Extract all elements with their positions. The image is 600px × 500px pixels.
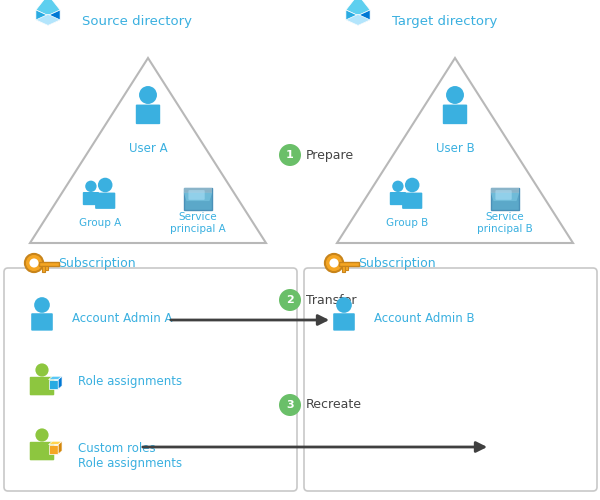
Bar	[49, 444, 58, 454]
Circle shape	[139, 86, 157, 104]
FancyBboxPatch shape	[443, 104, 467, 124]
Bar	[42, 266, 46, 272]
Polygon shape	[36, 10, 48, 26]
Polygon shape	[58, 441, 62, 454]
FancyBboxPatch shape	[4, 268, 297, 491]
Text: Recreate: Recreate	[306, 398, 362, 411]
Circle shape	[279, 144, 301, 166]
Text: Service
principal A: Service principal A	[170, 212, 226, 234]
FancyBboxPatch shape	[390, 192, 406, 205]
Text: Target directory: Target directory	[392, 16, 497, 28]
FancyBboxPatch shape	[30, 377, 54, 396]
Circle shape	[325, 254, 343, 272]
Bar	[40, 262, 59, 266]
FancyBboxPatch shape	[184, 188, 212, 210]
Polygon shape	[346, 14, 370, 26]
Circle shape	[35, 428, 49, 442]
Text: Account Admin A: Account Admin A	[72, 312, 173, 324]
Circle shape	[446, 86, 464, 104]
Polygon shape	[346, 0, 370, 16]
Circle shape	[279, 289, 301, 311]
Circle shape	[29, 258, 38, 268]
Text: User A: User A	[128, 142, 167, 154]
Polygon shape	[49, 376, 62, 380]
Circle shape	[85, 180, 97, 192]
Circle shape	[392, 180, 404, 192]
FancyBboxPatch shape	[95, 192, 115, 209]
Polygon shape	[346, 10, 358, 26]
Bar	[345, 266, 348, 270]
FancyBboxPatch shape	[333, 313, 355, 330]
Circle shape	[279, 394, 301, 416]
Text: Service
principal B: Service principal B	[477, 212, 533, 234]
FancyBboxPatch shape	[188, 190, 205, 200]
Text: Prepare: Prepare	[306, 148, 354, 162]
FancyBboxPatch shape	[496, 190, 512, 200]
FancyBboxPatch shape	[83, 192, 99, 205]
Text: Group A: Group A	[79, 218, 121, 228]
Polygon shape	[48, 10, 60, 26]
Polygon shape	[30, 58, 266, 243]
Circle shape	[336, 297, 352, 313]
FancyBboxPatch shape	[491, 188, 519, 210]
Bar	[340, 262, 359, 266]
Text: Group B: Group B	[386, 218, 428, 228]
Circle shape	[25, 254, 43, 272]
Text: 2: 2	[286, 295, 294, 305]
FancyBboxPatch shape	[31, 313, 53, 330]
Text: Transfer: Transfer	[306, 294, 356, 306]
FancyBboxPatch shape	[304, 268, 597, 491]
Text: Subscription: Subscription	[358, 256, 436, 270]
Bar	[342, 266, 346, 272]
Text: Custom roles
Role assignments: Custom roles Role assignments	[78, 442, 182, 470]
FancyBboxPatch shape	[402, 192, 422, 209]
Bar	[184, 188, 212, 192]
Text: Subscription: Subscription	[58, 256, 136, 270]
Polygon shape	[36, 0, 60, 16]
Text: User B: User B	[436, 142, 475, 154]
FancyBboxPatch shape	[136, 104, 160, 124]
Polygon shape	[358, 10, 370, 26]
Polygon shape	[337, 58, 573, 243]
Text: 1: 1	[286, 150, 294, 160]
Text: Account Admin B: Account Admin B	[374, 312, 475, 324]
Text: Role assignments: Role assignments	[78, 376, 182, 388]
Circle shape	[34, 297, 50, 313]
Bar	[45, 266, 48, 270]
Polygon shape	[184, 192, 212, 201]
Bar	[49, 380, 58, 389]
Circle shape	[329, 258, 338, 268]
Circle shape	[35, 364, 49, 376]
Circle shape	[405, 178, 419, 192]
Polygon shape	[49, 441, 62, 444]
FancyBboxPatch shape	[30, 442, 54, 460]
Bar	[491, 188, 519, 192]
Text: Source directory: Source directory	[82, 16, 192, 28]
Polygon shape	[36, 14, 60, 26]
Circle shape	[98, 178, 112, 192]
Text: 3: 3	[286, 400, 294, 410]
Polygon shape	[491, 192, 519, 201]
Polygon shape	[58, 376, 62, 389]
